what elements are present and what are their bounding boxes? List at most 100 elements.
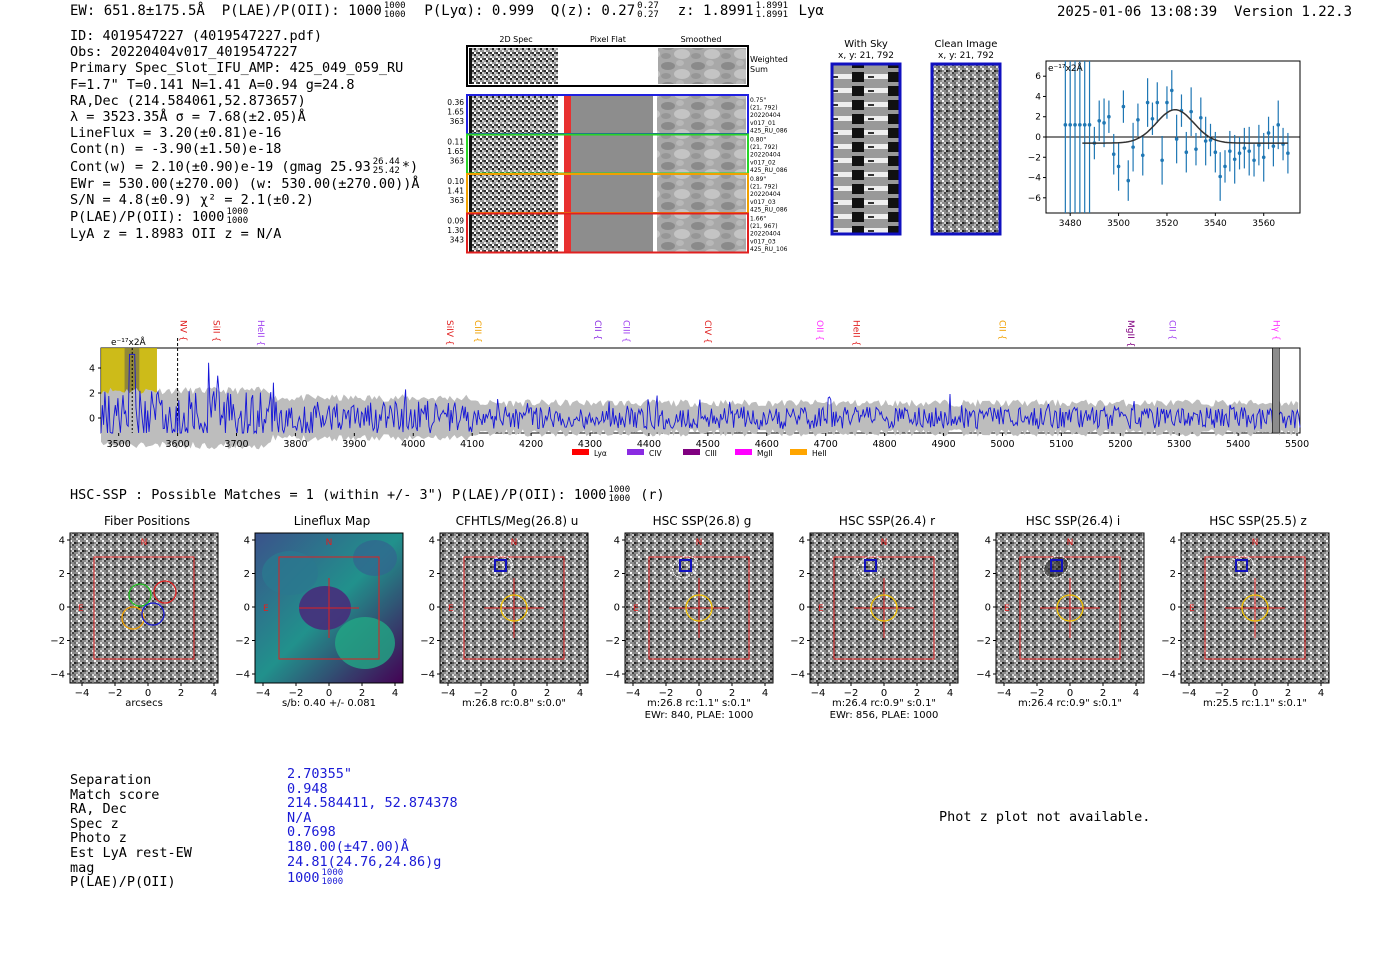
spectrum-xtick-label: 3800 — [283, 439, 307, 450]
ytick-label: −4 — [1028, 174, 1042, 184]
spec2d-row-stat: 0.36 — [447, 98, 464, 107]
spec2d-row-meta: 20220404 — [750, 231, 781, 238]
ytick-label: 0 — [1035, 133, 1041, 143]
spectrum-ylabel: e⁻¹⁷x2Å — [111, 336, 147, 348]
qz-label: Q(z): 0.27 — [550, 3, 636, 19]
spectrum-xtick-label: 4600 — [755, 439, 779, 450]
emission-line-label: SiII { — [211, 320, 221, 342]
hsc-xtick-label: −2 — [1215, 688, 1230, 699]
match-label: P(LAE)/P(OII) — [70, 874, 176, 891]
hsc-ytick-label: 2 — [985, 569, 991, 580]
hsc-ytick-label: −4 — [1161, 670, 1176, 681]
spec2d-row-stat: 363 — [450, 157, 465, 166]
hsc-xtick-label: 2 — [729, 688, 735, 699]
spectrum-xtick-label: 3900 — [342, 439, 366, 450]
data-point — [1160, 158, 1164, 163]
hsc-xtick-label: 0 — [881, 688, 887, 699]
hsc-xtick-label: −2 — [289, 688, 304, 699]
east-label: E — [818, 604, 824, 614]
hsc-xtick-label: −4 — [997, 688, 1012, 699]
data-point — [1208, 138, 1213, 142]
data-point — [1276, 123, 1281, 127]
hsc-xtick-label: −4 — [256, 688, 271, 699]
data-point — [1257, 143, 1261, 147]
clean-image — [930, 62, 1002, 236]
hsc-ytick-label: 2 — [244, 569, 250, 580]
match-marker — [494, 559, 507, 572]
hsc-ytick-label: 4 — [429, 536, 435, 547]
east-label: E — [263, 604, 269, 614]
spec2d-row-frame — [466, 212, 749, 254]
spec2d-column-labels: 2D Spec Pixel Flat Smoothed — [499, 35, 721, 44]
info-lineflux: LineFlux = 3.20(±0.81)e-16 — [70, 125, 282, 142]
hsc-ytick-label: −4 — [605, 670, 620, 681]
hsc-caption: m:26.4 rc:0.9" s:0.1" — [832, 698, 936, 709]
ytick-label: −6 — [1028, 194, 1042, 204]
spec2d-row-meta: 20220404 — [750, 152, 781, 159]
legend-label: HeII — [812, 449, 827, 458]
hsc-panel-title: CFHTLS/Meg(26.8) u — [456, 514, 579, 528]
hsc-caption: s/b: 0.40 +/- 0.081 — [282, 698, 376, 709]
legend-swatch — [683, 449, 700, 455]
hsc-ytick-label: −2 — [976, 636, 991, 647]
data-point — [1218, 174, 1222, 179]
xtick-label: 3540 — [1204, 219, 1227, 229]
hsc-ytick-label: 4 — [1170, 536, 1176, 547]
hsc-xtick-label: 0 — [326, 688, 332, 699]
spec2d-row-meta: 1.66" — [750, 216, 766, 223]
spec2d-weighted-sum: Weighted Sum — [466, 45, 788, 87]
info-primary: Primary Spec_Slot_IFU_AMP: 425_049_059_R… — [70, 60, 404, 77]
match-value: 180.00(±47.00)Å — [287, 838, 409, 855]
detection-aperture — [870, 594, 898, 622]
match-label: Spec z — [70, 815, 119, 832]
source-ellipse — [1228, 555, 1254, 579]
info-contn: Cont(n) = -3.90(±1.50)e-18 — [70, 141, 282, 158]
detection-aperture — [1241, 594, 1269, 622]
data-point — [1174, 137, 1179, 141]
data-point — [1150, 116, 1155, 121]
ytick-label: 4 — [1035, 92, 1041, 102]
detection-aperture — [1056, 594, 1084, 622]
spec2d-row-meta: 0.80" — [750, 137, 766, 144]
clean-image-xy: x, y: 21, 792 — [938, 51, 994, 61]
emission-line-label: CIII { — [621, 320, 631, 343]
hsc-ytick-label: −2 — [790, 636, 805, 647]
spectrum-xtick-label: 5500 — [1285, 439, 1309, 450]
match-values: 2.70355" 0.948 214.584411, 52.874378 N/A… — [287, 767, 458, 887]
match-labels: Separation Match score RA, Dec Spec z Ph… — [70, 773, 192, 890]
spec2d-row-meta: v017_01 — [750, 120, 776, 127]
plae-label: P(LAE)/P(OII): 1000 — [221, 3, 382, 19]
legend-swatch — [572, 449, 589, 455]
spectrum-xtick-label: 5300 — [1167, 439, 1191, 450]
data-point — [1199, 115, 1203, 120]
data-point — [1271, 144, 1276, 148]
hsc-xtick-label: −4 — [811, 688, 826, 699]
z-fraction: 1.8991 1.8991 — [755, 1, 789, 20]
spectrum-xtick-label: 4300 — [578, 439, 602, 450]
hsc-panel: HSC SSP(25.5) z N E −4 −4 −2 −2 0 0 2 2 4 4 m:25.5 rc… — [1161, 514, 1330, 709]
data-point — [1194, 147, 1198, 151]
hsc-panel-title: HSC SSP(26.4) r — [839, 514, 935, 528]
hsc-panel: Lineflux Map N E −4 −4 −2 −2 0 0 2 2 4 4 s/b: 0.40 +/… — [235, 514, 404, 709]
hsc-ytick-label: 4 — [985, 536, 991, 547]
aperture-box — [1019, 556, 1121, 660]
east-label: E — [1189, 604, 1195, 614]
emission-line-label: CII { — [997, 320, 1007, 340]
data-point — [1097, 118, 1102, 123]
hsc-panel: HSC SSP(26.8) g N E −4 −4 −2 −2 0 0 2 2 4 4 m:26.8 rc… — [605, 514, 774, 721]
north-label: N — [881, 538, 888, 548]
with-sky-xy: x, y: 21, 792 — [838, 51, 894, 61]
xtick-label: 3500 — [1107, 219, 1130, 229]
emission-line-label: Hγ { — [1271, 320, 1281, 341]
hsc-xtick-label: −4 — [75, 688, 90, 699]
emission-line-label: CII { — [592, 320, 602, 340]
hsc-caption-2: EWr: 840, PLAE: 1000 — [645, 710, 754, 721]
spectrum-xtick-label: 4500 — [696, 439, 720, 450]
line-fit-plot: 3480 3500 3520 3540 3560 6 4 2 0 −2 −4 −6 e⁻¹⁷x2Å — [1028, 60, 1301, 229]
data-point — [1169, 88, 1174, 93]
info-lambda: λ = 3523.35Å σ = 7.68(±2.05)Å — [70, 109, 306, 126]
spectrum-plot: 3500 3600 3700 3800 3900 4000 4100 4200 4300 4400… — [89, 320, 1309, 458]
aperture-box — [1204, 556, 1306, 660]
hsc-panel-title: HSC SSP(26.4) i — [1026, 514, 1121, 528]
